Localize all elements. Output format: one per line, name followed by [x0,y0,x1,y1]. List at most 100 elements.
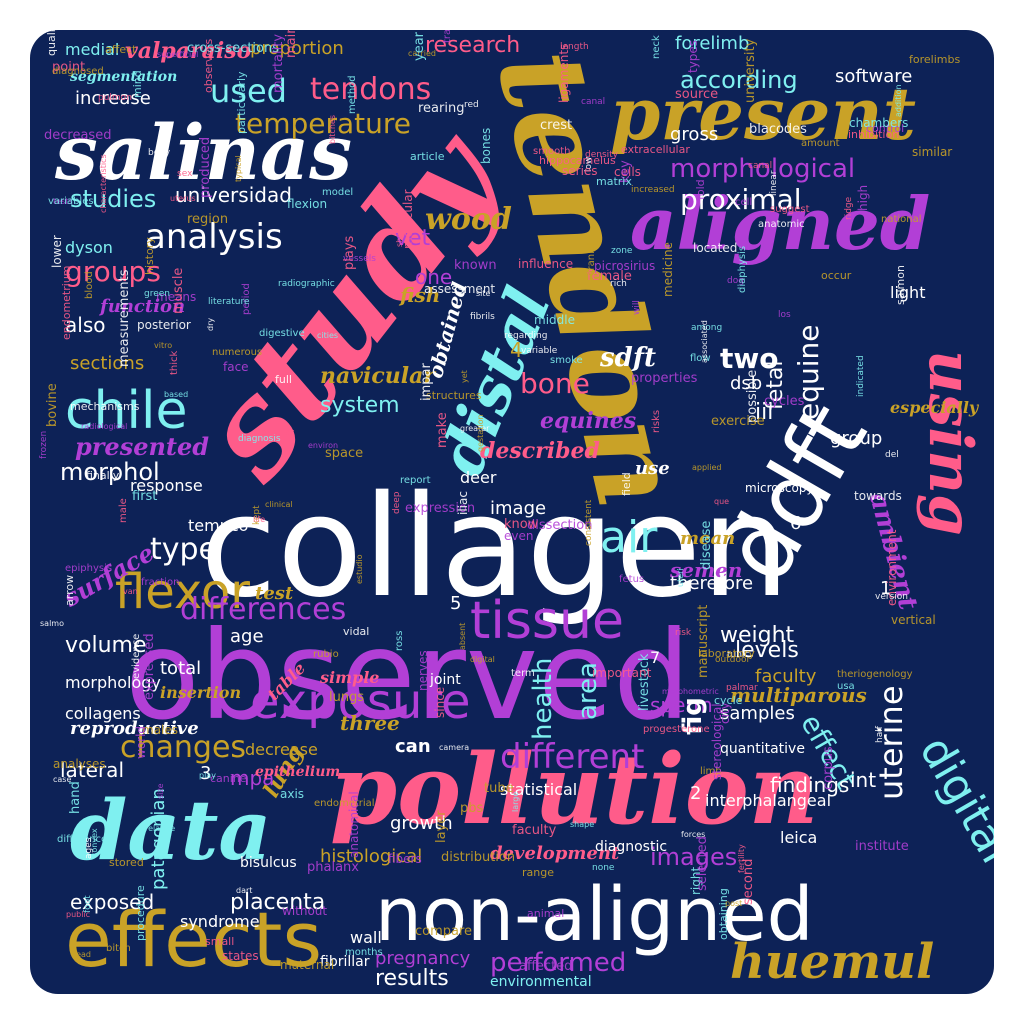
small-word: public [66,910,91,919]
small-word: axis [280,787,305,801]
word-therefore: therefore [670,573,754,594]
small-word: play [199,771,216,780]
small-word: density [585,150,618,160]
number-2: 2 [690,783,702,804]
small-word: tests [53,197,73,206]
small-word: site [476,289,491,298]
small-word: linear [769,170,779,196]
word-semen: semen [670,558,743,582]
word-aligned: aligned [630,181,931,266]
small-word: cities [317,331,339,340]
small-word: thick [169,350,180,375]
number-6: 6 [790,513,802,534]
small-word: important [592,666,652,680]
word-temuco: temuco [188,516,249,535]
small-word: expressed [142,633,157,700]
small-word: selected [695,836,710,891]
word-dsb: dsb [730,373,763,394]
word-gross: gross [670,124,719,145]
small-word: located [693,241,738,255]
small-word: none [592,863,615,873]
word-histological: histological [320,846,423,867]
word-air: air [600,512,658,563]
small-word: increased [631,185,675,195]
small-word: report [400,475,431,486]
word-navicular: navicular [320,363,435,389]
small-word: post [725,899,743,908]
word-volume: volume [65,633,147,658]
small-word: occur [821,269,852,282]
small-word: mainly [284,30,299,58]
word-joint: joint [430,672,461,688]
word-results: results [375,966,449,991]
small-word: among [691,323,723,333]
small-word: fetus [619,574,645,585]
small-word: institute [855,839,909,854]
word-quantitative: quantitative [720,741,805,757]
small-word: addition [894,84,903,117]
small-word: difference [57,834,108,845]
small-word: series [562,164,598,178]
word-images: images [650,843,738,871]
small-word: manuscript [696,604,711,678]
small-word: hippocamelus [539,154,616,167]
small-word: states [222,949,259,963]
small-word: rich [610,279,627,289]
small-word: rearing [418,101,465,116]
small-word: limb [700,766,722,777]
small-word: pulmon [98,93,132,103]
word-huemul: huemul [730,934,935,990]
small-word: tunic [727,650,750,660]
word-non-aligned: non-aligned [375,872,814,958]
small-word: months [345,947,383,958]
small-word: canal [748,161,773,171]
word-leica: leica [780,828,818,847]
small-word: fold [694,179,707,200]
word-observed: observed [125,605,691,747]
small-word: exercise [711,414,765,429]
small-word: fibrils [470,312,495,322]
small-word: radiographic [278,279,335,289]
word-total: total [160,658,202,679]
word-int: int [850,768,877,792]
word-fish: fish [400,283,441,307]
word-multiparous: multiparous [730,683,867,707]
small-word: shape [570,820,595,829]
word-different: different [500,737,645,777]
word-morphol: morphol [60,458,160,486]
small-word: field [620,472,633,496]
small-word: males [142,723,179,737]
word-studies: studies [70,185,157,213]
word-sections: sections [70,353,145,374]
small-word: green [144,289,170,299]
word-two: two [720,342,779,375]
small-word: medicine [661,242,675,297]
small-word: carried [408,49,436,58]
word-vet: vet [395,226,431,251]
small-word: theriogenology [837,669,913,680]
small-word: traditional [442,30,453,43]
small-word: typical [234,155,243,182]
small-word: space [325,446,364,461]
word-tissue: tissue [470,591,624,651]
small-word: frozen [39,430,49,459]
small-word: matrix [596,175,632,188]
small-word: crest [540,118,573,133]
small-word: term [511,668,535,679]
small-word: types [686,39,700,73]
small-word: phalanx [307,860,359,875]
small-word: digital [470,655,495,664]
small-word: palmar [726,683,758,693]
small-word: molecular [401,189,415,249]
word-tendons: tendons [310,72,432,107]
small-word: digestive [259,328,305,339]
small-word: finally [86,469,120,482]
small-word: known [454,258,497,273]
small-word: region [187,212,229,227]
small-word: flexion [287,197,328,211]
small-word: endometrium [60,265,73,340]
number-5: 5 [450,593,462,614]
word-one: one [415,265,453,289]
word-especially: especially [890,398,979,417]
word-morphological: morphological [670,154,856,184]
